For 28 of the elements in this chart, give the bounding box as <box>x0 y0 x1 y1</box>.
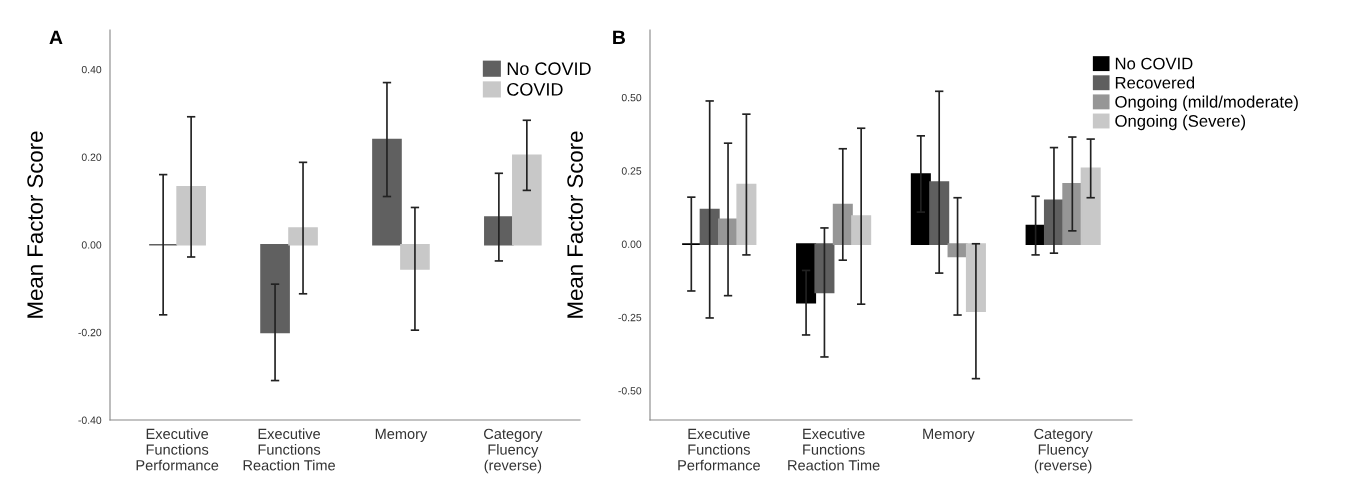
y-tick-label: -0.40 <box>78 416 102 424</box>
chart-title: A <box>49 30 63 45</box>
y-tick-label: 0.40 <box>81 65 102 74</box>
x-tick-label: Executive Functions Performance <box>678 428 760 471</box>
x-tick-label: Memory <box>375 428 428 442</box>
chart-title: B <box>613 30 626 45</box>
legend-label: COVID <box>507 83 563 96</box>
y-axis-title: Mean Factor Score <box>567 131 583 318</box>
y-tick-label: 0.00 <box>81 241 102 249</box>
y-tick-label: 0.00 <box>621 240 642 248</box>
y-tick-label: 0.20 <box>81 153 102 161</box>
legend-label: Recovered <box>1115 76 1195 89</box>
legend-label: Ongoing (Severe) <box>1115 114 1246 131</box>
x-tick-label: Category Fluency (reverse) <box>1034 428 1093 474</box>
y-tick-label: 0.25 <box>621 167 642 175</box>
y-axis-title: Mean Factor Score <box>27 131 43 318</box>
y-tick-label: -0.50 <box>618 387 642 395</box>
y-tick-label: 0.50 <box>621 93 642 102</box>
legend-label: No COVID <box>507 62 591 76</box>
y-tick-label: -0.20 <box>78 328 102 337</box>
x-tick-label: Executive Functions Reaction Time <box>788 428 880 471</box>
y-tick-label: -0.25 <box>618 313 642 322</box>
x-tick-label: Executive Functions Reaction Time <box>243 428 336 471</box>
x-tick-label: Category Fluency (reverse) <box>484 428 543 474</box>
legend-label: No COVID <box>1115 57 1193 70</box>
x-tick-label: Executive Functions Performance <box>136 428 219 471</box>
legend-label: Ongoing (mild/moderate) <box>1115 95 1298 112</box>
x-tick-label: Memory <box>923 428 975 442</box>
